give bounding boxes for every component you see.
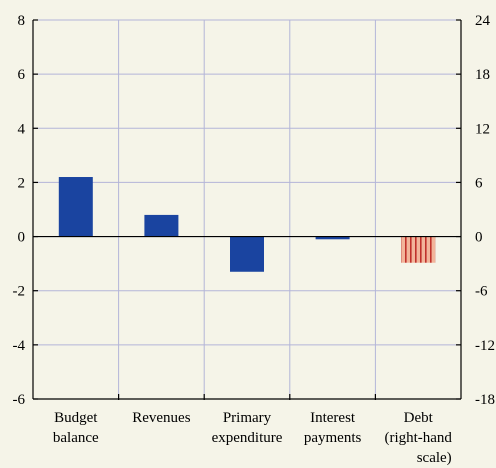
- right-tick-label: 6: [475, 175, 483, 191]
- bar-4: [401, 236, 436, 263]
- right-tick-label: -18: [475, 392, 495, 408]
- category-label-3: Interest: [310, 410, 356, 426]
- left-tick-label: -4: [13, 338, 26, 354]
- right-tick-label: -6: [475, 284, 488, 300]
- bar-0: [58, 177, 93, 237]
- category-labels: Budget balance Revenues Primary expenditure I…: [53, 410, 453, 466]
- category-label-4: Debt: [404, 410, 434, 426]
- left-tick-label: 0: [18, 230, 26, 246]
- left-tick-label: 6: [18, 67, 26, 83]
- bar-2: [230, 236, 264, 272]
- bar-3: [315, 236, 350, 240]
- left-tick-label: -6: [13, 392, 26, 408]
- category-label-4: scale): [417, 450, 452, 466]
- right-axis-ticks: 24 18 12 6 0 -6 -12 -18: [475, 13, 495, 408]
- category-label-2: expenditure: [212, 430, 283, 446]
- bar-1: [144, 214, 179, 237]
- category-label-0: balance: [53, 430, 99, 446]
- right-tick-label: -12: [475, 338, 495, 354]
- axes: [32, 19, 462, 400]
- category-label-3: payments: [304, 430, 362, 446]
- left-axis-ticks: 8 6 4 2 0 -2 -4 -6: [13, 13, 26, 408]
- right-tick-label: 18: [475, 67, 490, 83]
- left-tick-label: 2: [18, 175, 26, 191]
- left-tick-label: 8: [18, 13, 26, 29]
- grid-lines: [33, 19, 461, 399]
- category-label-4: (right-hand: [384, 430, 452, 446]
- category-label-2: Primary: [223, 410, 272, 426]
- left-tick-label: -2: [13, 284, 26, 300]
- right-tick-label: 24: [475, 13, 491, 29]
- category-label-0: Budget: [54, 410, 98, 426]
- right-tick-label: 0: [475, 230, 483, 246]
- right-tick-label: 12: [475, 121, 490, 137]
- bars: [58, 177, 436, 272]
- category-label-1: Revenues: [132, 410, 190, 426]
- left-tick-label: 4: [18, 121, 26, 137]
